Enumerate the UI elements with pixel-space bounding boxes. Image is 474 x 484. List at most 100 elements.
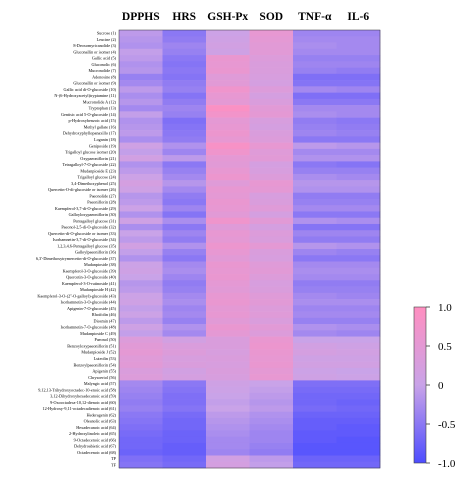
heatmap-cell: [162, 311, 207, 319]
heatmap-cell: [206, 330, 250, 337]
heatmap-cell: [162, 223, 207, 231]
heatmap-cell: [162, 280, 207, 287]
heatmap-cell: [293, 105, 337, 112]
heatmap-cell: [206, 236, 250, 244]
row-label: Adenosine (8): [92, 74, 116, 79]
heatmap-cell: [162, 61, 207, 68]
heatmap-cell: [336, 161, 381, 168]
heatmap-cell: [206, 42, 250, 50]
heatmap-cell: [293, 411, 337, 419]
heatmap-cell: [162, 155, 207, 162]
heatmap-cell: [249, 192, 294, 200]
heatmap-cell: [249, 67, 294, 75]
heatmap-cell: [162, 417, 207, 425]
heatmap-cell: [336, 417, 381, 425]
heatmap-cell: [249, 230, 294, 237]
heatmap-cell: [249, 274, 294, 281]
heatmap-cell: [336, 336, 381, 344]
column-header: IL-6: [347, 11, 369, 23]
heatmap-cell: [119, 55, 163, 62]
heatmap-cell: [206, 411, 250, 419]
heatmap-cells: [119, 30, 381, 469]
heatmap-cell: [336, 255, 381, 262]
heatmap-cell: [293, 30, 337, 37]
heatmap-cell: [249, 217, 294, 225]
heatmap-cell: [249, 98, 294, 106]
heatmap-cell: [293, 167, 337, 175]
row-label: Mudanpioside C (49): [80, 331, 116, 336]
heatmap-cell: [206, 305, 250, 312]
heatmap-cell: [249, 386, 294, 394]
heatmap-cell: [249, 148, 294, 156]
heatmap-cell: [293, 242, 337, 250]
heatmap-cell: [336, 186, 381, 193]
heatmap-cell: [206, 286, 250, 294]
row-labels: Sucrose (1)Leucine (2)8-Deoxomyricanolid…: [36, 31, 117, 468]
heatmap-cell: [119, 167, 163, 175]
heatmap-cell: [119, 105, 163, 112]
heatmap-cell: [119, 342, 163, 350]
heatmap-cell: [119, 86, 163, 93]
heatmap-cell: [293, 299, 337, 306]
heatmap-cell: [249, 123, 294, 131]
heatmap-cell: [206, 80, 250, 87]
heatmap-cell: [206, 117, 250, 125]
heatmap-cell: [119, 180, 163, 187]
heatmap-cell: [162, 192, 207, 200]
heatmap-cell: [162, 349, 207, 356]
heatmap-cell: [119, 249, 163, 256]
heatmap-cell: [119, 417, 163, 425]
heatmap-cell: [336, 230, 381, 237]
heatmap-cell: [293, 449, 337, 456]
row-label: Paeoniflorin (28): [87, 200, 116, 205]
heatmap-cell: [336, 274, 381, 281]
heatmap-cell: [206, 249, 250, 256]
heatmap-cell: [162, 355, 207, 362]
heatmap-cell: [162, 255, 207, 262]
row-label: Kaempferol-3,7-di-O-glucoside (29): [55, 206, 117, 212]
row-label: Luteolin (53): [94, 356, 117, 361]
heatmap-cell: [206, 392, 250, 400]
heatmap-cell: [119, 98, 163, 106]
row-label: Apigenin (55): [92, 369, 116, 374]
row-label: Isorhamnetin-7-O-glucoside (48): [61, 325, 117, 330]
heatmap-cell: [119, 461, 163, 469]
heatmap-cell: [293, 98, 337, 106]
heatmap-cell: [293, 161, 337, 168]
heatmap-cell: [336, 305, 381, 312]
heatmap-cell: [293, 249, 337, 256]
heatmap-cell: [206, 55, 250, 62]
heatmap-cell: [293, 355, 337, 362]
heatmap-cell: [162, 117, 207, 125]
heatmap-cell: [249, 411, 294, 419]
heatmap-cell: [162, 105, 207, 112]
heatmap-cell: [162, 242, 207, 250]
heatmap-cell: [249, 211, 294, 219]
heatmap-cell: [336, 117, 381, 125]
heatmap-cell: [119, 280, 163, 287]
heatmap-cell: [206, 61, 250, 68]
heatmap-cell: [249, 436, 294, 444]
heatmap-cell: [336, 355, 381, 362]
heatmap-cell: [206, 123, 250, 131]
heatmap-cell: [119, 173, 163, 181]
colorbar: [413, 306, 427, 464]
heatmap-cell: [293, 223, 337, 231]
row-label: Mucronolide (7): [88, 68, 116, 73]
heatmap-cell: [162, 48, 207, 56]
heatmap-cell: [249, 223, 294, 231]
heatmap-cell: [162, 130, 207, 137]
heatmap-cell: [119, 299, 163, 306]
row-label: Galloylpaeoniflorin (36): [75, 250, 117, 255]
heatmap-cell: [249, 136, 294, 143]
row-label: N-(6-Hydroxyacetyl)tryptamine (11): [54, 93, 116, 98]
heatmap-cell: [249, 73, 294, 81]
row-label: Gluconallin or isomer (9): [73, 81, 116, 86]
heatmap-cell: [249, 417, 294, 425]
row-label: Loganin (18): [94, 137, 117, 142]
row-label: 8-Deoxomyricanolide (3): [73, 43, 116, 48]
column-header: TNF-α: [298, 11, 332, 23]
row-label: Octadecenoic acid (68): [77, 450, 116, 455]
row-label: Paeonolide (27): [89, 193, 116, 198]
heatmap-cell: [206, 361, 250, 369]
